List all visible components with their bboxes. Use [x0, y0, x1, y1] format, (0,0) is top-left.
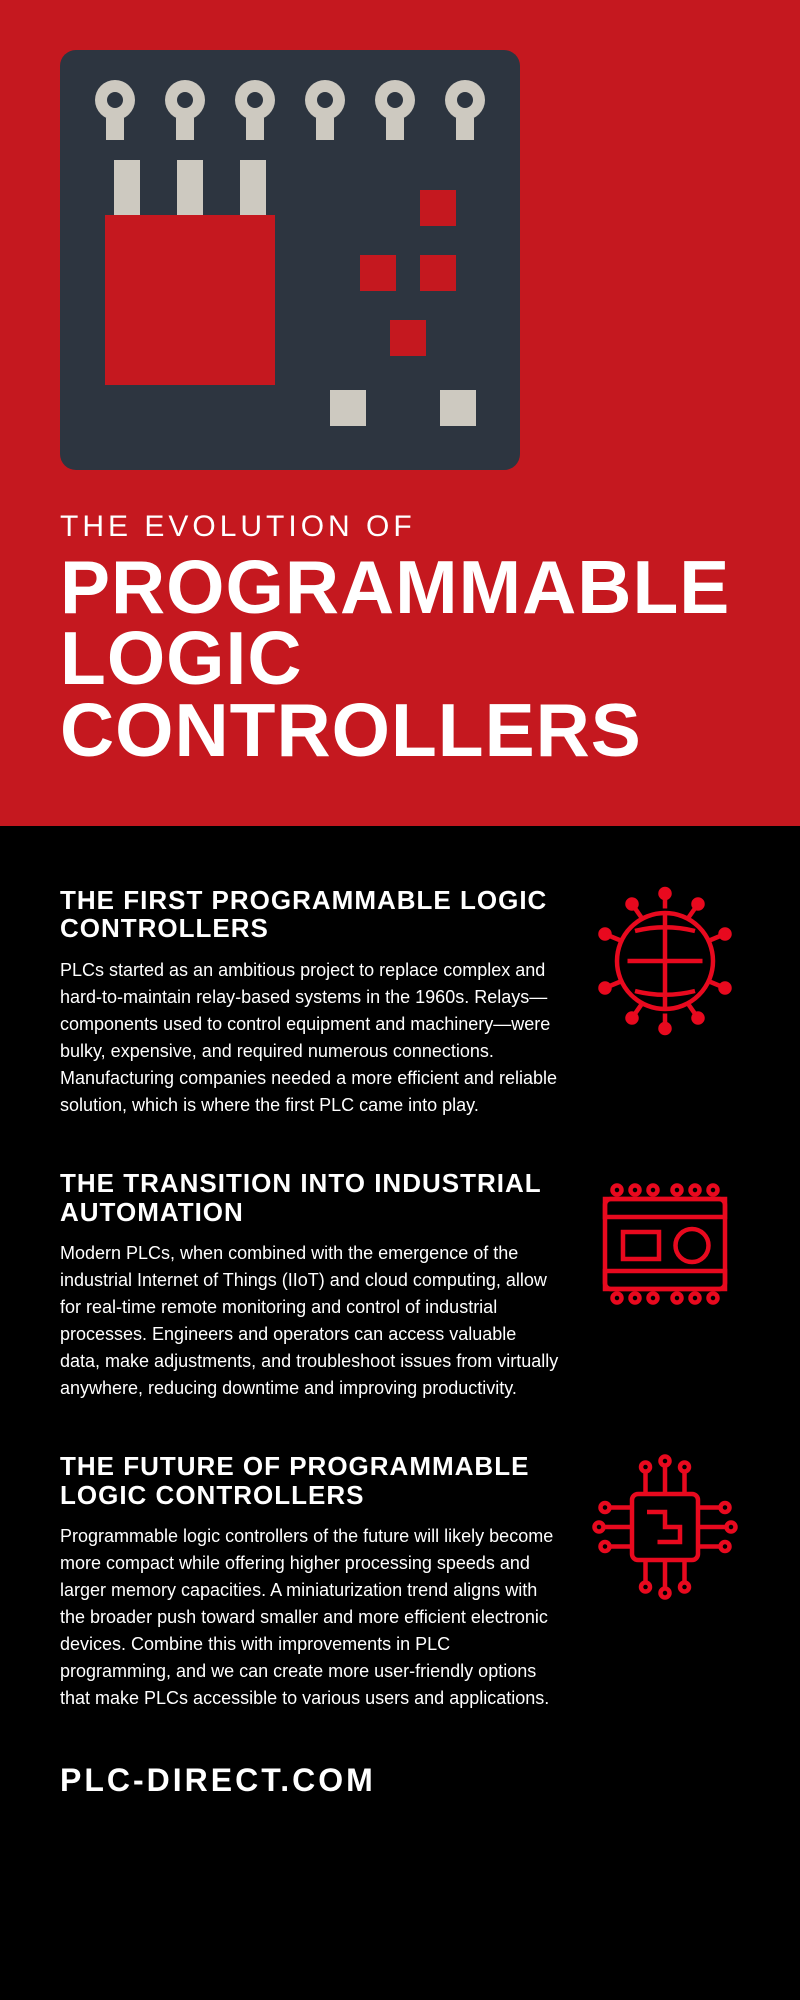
footer-url: PLC-DIRECT.COM — [60, 1762, 740, 1799]
content-section: THE FIRST PROGRAMMABLE LOGIC CONTROLLERS… — [0, 826, 800, 1850]
plc-terminals — [95, 80, 485, 140]
section-body: Programmable logic controllers of the fu… — [60, 1523, 560, 1712]
section-heading: THE FUTURE OF PROGRAMMABLE LOGIC CONTROL… — [60, 1452, 560, 1509]
title-block: THE EVOLUTION OF PROGRAMMABLE LOGIC CONT… — [60, 510, 740, 766]
subtitle: THE EVOLUTION OF — [60, 510, 740, 544]
main-title: PROGRAMMABLE LOGIC CONTROLLERS — [60, 552, 740, 766]
section-body: Modern PLCs, when combined with the emer… — [60, 1240, 560, 1402]
chip-icon — [95, 160, 285, 400]
section-heading: THE TRANSITION INTO INDUSTRIAL AUTOMATIO… — [60, 1169, 560, 1226]
section-heading: THE FIRST PROGRAMMABLE LOGIC CONTROLLERS — [60, 886, 560, 943]
section-industrial-automation: THE TRANSITION INTO INDUSTRIAL AUTOMATIO… — [60, 1169, 740, 1402]
section-body: PLCs started as an ambitious project to … — [60, 957, 560, 1119]
plc-device-illustration — [60, 50, 520, 470]
indicator-dots — [325, 160, 485, 400]
section-future-plcs: THE FUTURE OF PROGRAMMABLE LOGIC CONTROL… — [60, 1452, 740, 1712]
gear-network-icon — [590, 886, 740, 1036]
circuit-chip-icon — [590, 1452, 740, 1602]
header-section: THE EVOLUTION OF PROGRAMMABLE LOGIC CONT… — [0, 0, 800, 826]
plc-module-icon — [590, 1169, 740, 1319]
section-first-plcs: THE FIRST PROGRAMMABLE LOGIC CONTROLLERS… — [60, 886, 740, 1119]
